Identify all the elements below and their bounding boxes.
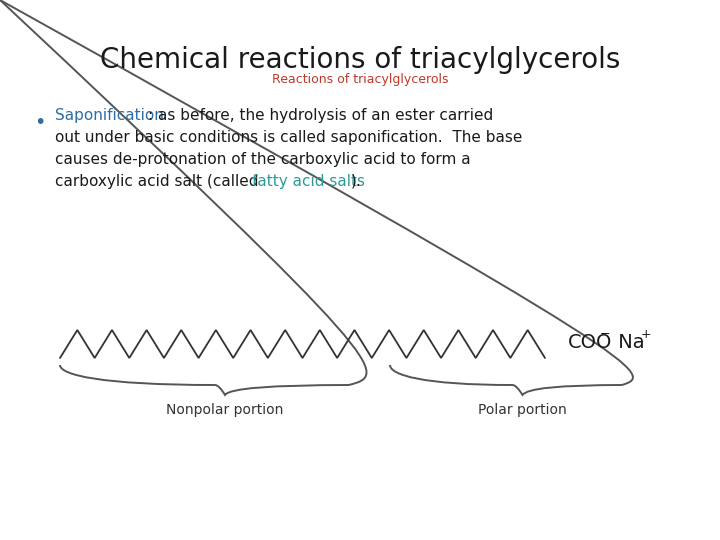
Text: Na: Na — [612, 333, 644, 352]
Text: Reactions of triacylglycerols: Reactions of triacylglycerols — [271, 73, 449, 86]
Text: Chemical reactions of triacylglycerols: Chemical reactions of triacylglycerols — [100, 46, 620, 74]
Text: Polar portion: Polar portion — [478, 403, 567, 417]
Text: : as before, the hydrolysis of an ester carried: : as before, the hydrolysis of an ester … — [148, 108, 493, 123]
Text: carboxylic acid salt (called: carboxylic acid salt (called — [55, 174, 264, 189]
Text: out under basic conditions is called saponification.  The base: out under basic conditions is called sap… — [55, 130, 523, 145]
Text: +: + — [641, 327, 652, 341]
Text: •: • — [34, 113, 45, 132]
Text: COO: COO — [568, 333, 613, 352]
Text: fatty acid salts: fatty acid salts — [252, 174, 365, 189]
Text: causes de-protonation of the carboxylic acid to form a: causes de-protonation of the carboxylic … — [55, 152, 471, 167]
Text: ).: ). — [351, 174, 361, 189]
Text: Nonpolar portion: Nonpolar portion — [166, 403, 284, 417]
Text: −: − — [600, 327, 611, 341]
Text: Saponification: Saponification — [55, 108, 164, 123]
